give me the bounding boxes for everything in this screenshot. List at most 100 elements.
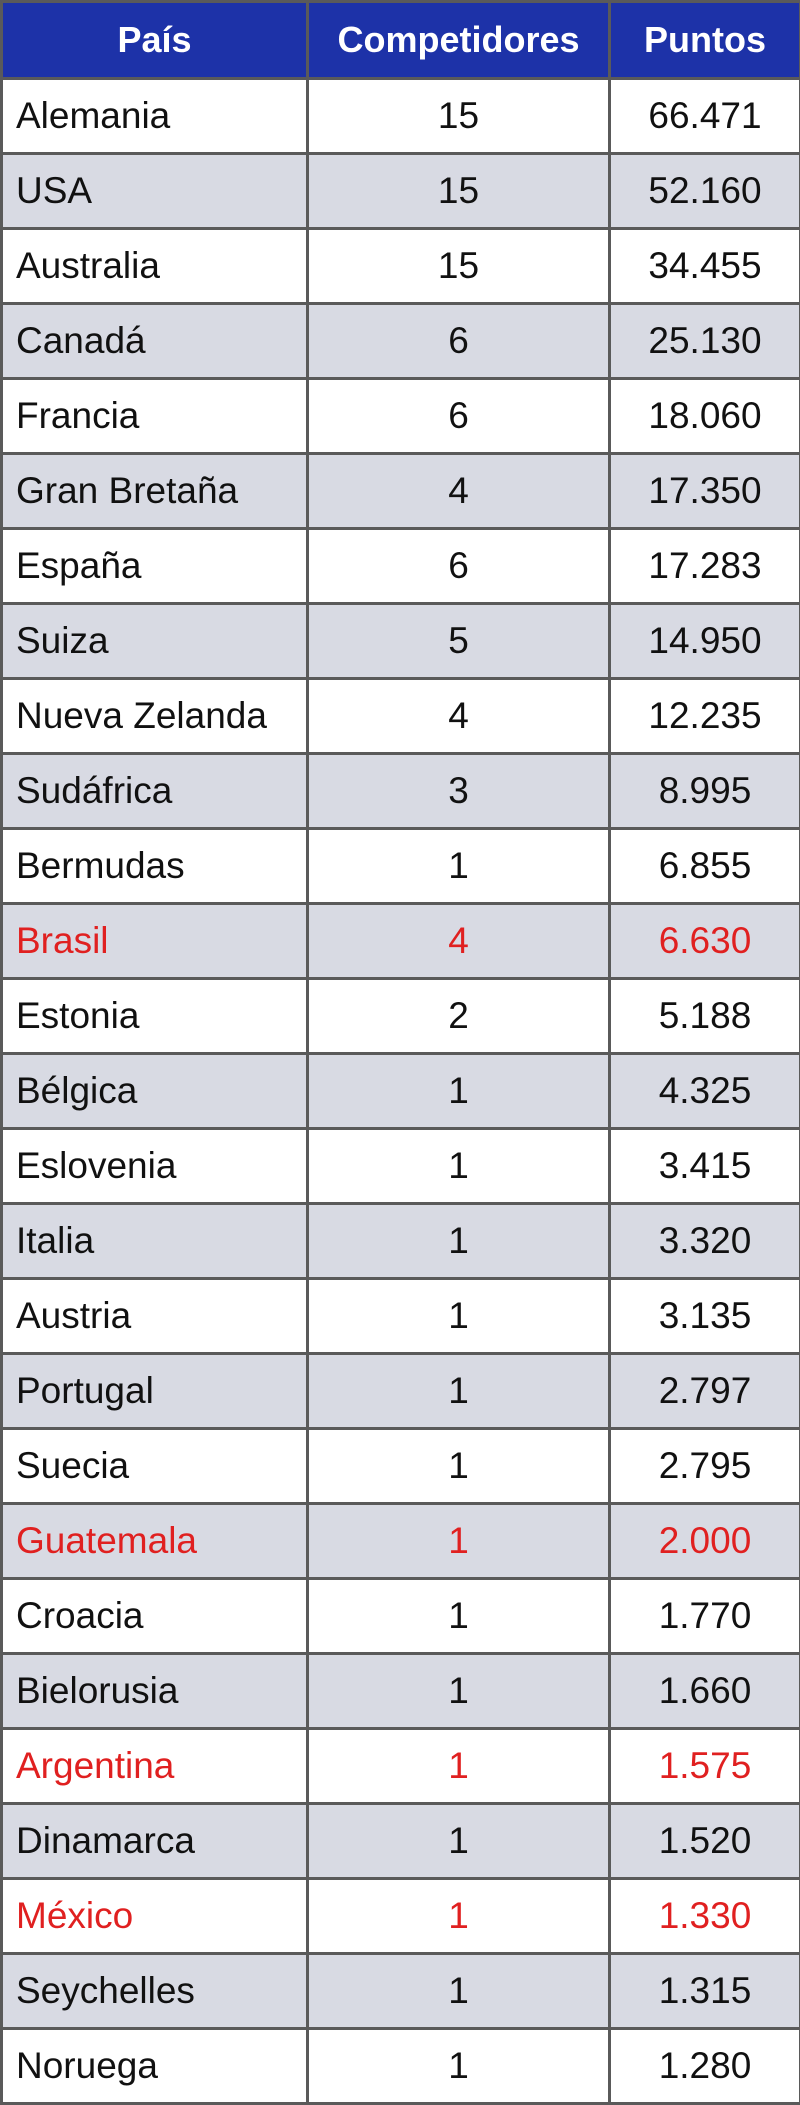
cell-competitors: 1 <box>308 1879 610 1954</box>
cell-competitors: 1 <box>308 829 610 904</box>
cell-points: 1.575 <box>610 1729 800 1804</box>
cell-competitors: 4 <box>308 454 610 529</box>
cell-points: 4.325 <box>610 1054 800 1129</box>
cell-points: 1.520 <box>610 1804 800 1879</box>
cell-points: 1.315 <box>610 1954 800 2029</box>
cell-points: 6.630 <box>610 904 800 979</box>
cell-country: Brasil <box>2 904 308 979</box>
cell-country: Nueva Zelanda <box>2 679 308 754</box>
cell-country: Australia <box>2 229 308 304</box>
cell-country: Estonia <box>2 979 308 1054</box>
cell-competitors: 6 <box>308 379 610 454</box>
table-header: País Competidores Puntos <box>2 2 800 79</box>
cell-country: USA <box>2 154 308 229</box>
cell-country: Suecia <box>2 1429 308 1504</box>
cell-points: 5.188 <box>610 979 800 1054</box>
cell-competitors: 4 <box>308 679 610 754</box>
cell-points: 1.330 <box>610 1879 800 1954</box>
cell-competitors: 1 <box>308 1504 610 1579</box>
cell-country: México <box>2 1879 308 1954</box>
cell-country: Croacia <box>2 1579 308 1654</box>
cell-points: 3.135 <box>610 1279 800 1354</box>
cell-country: Gran Bretaña <box>2 454 308 529</box>
cell-country: España <box>2 529 308 604</box>
cell-country: Bermudas <box>2 829 308 904</box>
cell-country: Noruega <box>2 2029 308 2104</box>
cell-competitors: 4 <box>308 904 610 979</box>
cell-points: 8.995 <box>610 754 800 829</box>
cell-points: 2.797 <box>610 1354 800 1429</box>
cell-competitors: 1 <box>308 1354 610 1429</box>
cell-points: 12.235 <box>610 679 800 754</box>
cell-country: Dinamarca <box>2 1804 308 1879</box>
cell-points: 18.060 <box>610 379 800 454</box>
cell-competitors: 1 <box>308 1654 610 1729</box>
cell-points: 17.283 <box>610 529 800 604</box>
cell-points: 25.130 <box>610 304 800 379</box>
cell-competitors: 1 <box>308 1954 610 2029</box>
cell-points: 6.855 <box>610 829 800 904</box>
cell-country: Bélgica <box>2 1054 308 1129</box>
cell-country: Alemania <box>2 79 308 154</box>
cell-competitors: 6 <box>308 529 610 604</box>
cell-country: Canadá <box>2 304 308 379</box>
column-header-points: Puntos <box>610 2 800 79</box>
cell-competitors: 1 <box>308 1579 610 1654</box>
header-row: País Competidores Puntos <box>2 2 800 79</box>
column-header-competitors: Competidores <box>308 2 610 79</box>
cell-points: 1.770 <box>610 1579 800 1654</box>
cell-points: 3.415 <box>610 1129 800 1204</box>
cell-points: 14.950 <box>610 604 800 679</box>
cell-points: 34.455 <box>610 229 800 304</box>
cell-country: Bielorusia <box>2 1654 308 1729</box>
cell-points: 2.000 <box>610 1504 800 1579</box>
cell-competitors: 1 <box>308 2029 610 2104</box>
cell-competitors: 1 <box>308 1204 610 1279</box>
cell-country: Argentina <box>2 1729 308 1804</box>
cell-competitors: 15 <box>308 79 610 154</box>
cell-competitors: 3 <box>308 754 610 829</box>
cell-points: 66.471 <box>610 79 800 154</box>
cell-points: 17.350 <box>610 454 800 529</box>
cell-country: Sudáfrica <box>2 754 308 829</box>
cell-competitors: 1 <box>308 1804 610 1879</box>
cell-country: Guatemala <box>2 1504 308 1579</box>
cell-country: Italia <box>2 1204 308 1279</box>
cell-competitors: 6 <box>308 304 610 379</box>
cell-competitors: 1 <box>308 1729 610 1804</box>
cell-competitors: 1 <box>308 1279 610 1354</box>
cell-country: Seychelles <box>2 1954 308 2029</box>
cell-points: 52.160 <box>610 154 800 229</box>
cell-competitors: 15 <box>308 229 610 304</box>
cell-points: 1.660 <box>610 1654 800 1729</box>
cell-competitors: 1 <box>308 1429 610 1504</box>
cell-country: Portugal <box>2 1354 308 1429</box>
cell-points: 2.795 <box>610 1429 800 1504</box>
cell-country: Suiza <box>2 604 308 679</box>
cell-competitors: 15 <box>308 154 610 229</box>
